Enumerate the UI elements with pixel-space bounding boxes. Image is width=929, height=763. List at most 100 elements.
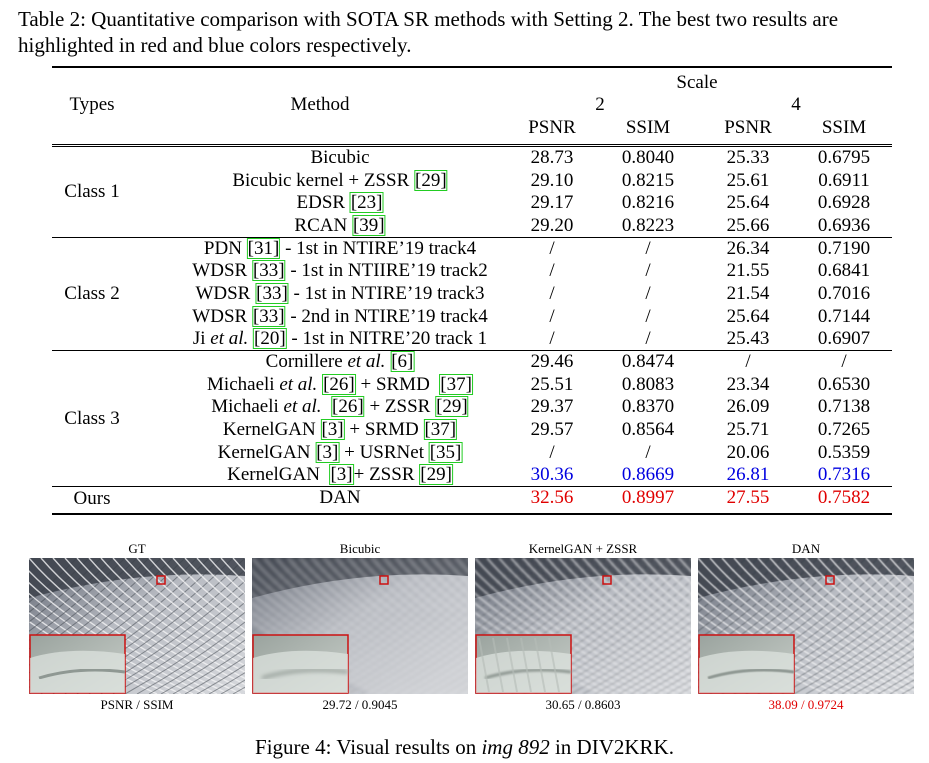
result-image [252,558,468,694]
method-name-text: RCAN [294,214,352,236]
method-name-text: Bicubic kernel + ZSSR [232,169,415,191]
value-cell: 30.36 [530,464,574,486]
header-metric: SSIM [625,117,671,138]
citation-link[interactable]: [3] [329,464,354,486]
header-scale-4: 4 [791,94,801,115]
value-cell: 0.8370 [621,396,675,418]
figure-caption-suffix: in DIV2KRK. [549,735,674,759]
method-cell: KernelGAN [3] + SRMD [37] [223,419,458,441]
citation-link[interactable]: [35] [428,441,463,463]
citation-link[interactable]: [33] [251,305,286,327]
value-cell: 25.51 [530,373,574,395]
citation-link[interactable]: [29] [414,169,448,191]
figure-caption: Figure 4: Visual results on img 892 in D… [0,735,929,759]
value-cell: / [645,260,651,282]
method-cell: Bicubic [310,147,369,169]
result-image-svg [29,558,245,694]
value-cell: 26.09 [726,396,770,418]
value-cell: 0.8997 [621,487,675,509]
panel-title: DAN [791,541,821,556]
citation-link[interactable]: [37] [439,373,473,395]
method-name-text: Michaeli [207,373,280,395]
method-name-italic: et al. [347,351,386,373]
value-cell: 0.7138 [817,396,871,418]
value-cell: 27.55 [726,487,770,509]
citation-link[interactable]: [6] [390,351,415,373]
value-cell: / [549,328,555,350]
value-cell: 25.66 [726,214,770,236]
panel-title: GT [128,541,146,556]
citation-link[interactable]: [29] [435,396,469,418]
method-name-text: Cornillere [265,351,348,373]
header-scale-2: 2 [595,94,605,115]
citation-link[interactable]: [3] [320,419,345,440]
result-image-svg [698,558,914,694]
value-cell: 25.43 [726,328,770,350]
value-cell: 0.6936 [817,214,871,236]
group-separator-rule [52,350,892,352]
method-name-text: WDSR [195,283,256,304]
method-name-text: + ZSSR [353,464,420,486]
citation-link[interactable]: [29] [419,464,453,486]
citation-link[interactable]: [23] [349,192,384,214]
value-cell: / [549,283,555,304]
citation-link[interactable]: [26] [322,373,356,395]
citation-link[interactable]: [20] [253,328,287,350]
value-cell: 0.6795 [817,147,871,168]
group-separator-rule [52,486,892,488]
method-cell: EDSR [23] [297,192,384,214]
method-name-text: - 2nd in NTIRE’19 track4 [285,305,488,327]
panel-metrics: 38.09 / 0.9724 [768,697,844,712]
panel-metrics: 30.65 / 0.8603 [545,697,621,712]
method-name-italic: et al. [283,396,322,418]
group-separator-rule [52,236,892,238]
header-metric: SSIM [821,117,867,138]
method-name-text: + SRMD [355,373,440,395]
value-cell: / [645,328,651,350]
value-cell: 0.7316 [817,464,871,486]
method-name-italic: et al. [210,328,249,350]
citation-link[interactable]: [26] [331,396,365,418]
value-cell: 0.8216 [621,192,675,214]
citation-link[interactable]: [37] [423,419,458,440]
value-cell: / [645,237,651,259]
citation-link[interactable]: [3] [315,441,340,463]
value-cell: 21.55 [726,260,770,282]
result-image-svg [475,558,691,694]
value-cell: 0.7190 [817,237,871,259]
panel-metrics: 29.72 / 0.9045 [322,697,398,712]
group-label: Class 3 [64,408,120,429]
method-name-text: + USRNet [339,441,429,463]
citation-link[interactable]: [39] [351,214,386,236]
method-cell: KernelGAN [3] + USRNet [35] [217,441,463,464]
method-name-text: PDN [203,237,247,259]
value-cell: 0.6907 [817,328,871,350]
value-cell: / [549,305,555,327]
method-name-text: WDSR [192,260,252,282]
value-cell: / [549,237,555,259]
header-types: Types [69,94,115,115]
panel-title: Bicubic [339,541,381,556]
value-cell: 29.20 [530,214,574,236]
value-cell: 0.8083 [621,373,675,395]
group-label: Class 1 [64,181,120,203]
method-name-text: Michaeli [211,396,284,418]
result-image [29,558,245,694]
method-cell: KernelGAN [3]+ ZSSR [29] [227,464,453,486]
group-label: Ours [73,487,111,509]
method-name-text: - 1st in NTIRE’19 track3 [288,283,485,304]
group-label: Class 2 [64,283,120,305]
value-cell: 21.54 [726,283,770,304]
value-cell: 0.8669 [621,464,675,486]
citation-link[interactable]: [33] [255,283,289,304]
value-cell: 29.37 [530,396,574,418]
method-name-text: KernelGAN [217,441,316,463]
citation-link[interactable]: [31] [246,237,281,259]
figure-caption-prefix: Figure 4: Visual results on [255,735,482,759]
value-cell: 0.7582 [817,487,871,509]
value-cell: 0.8223 [621,214,675,236]
value-cell: 0.5359 [817,441,871,463]
value-cell: 0.6928 [817,192,871,214]
citation-link[interactable]: [33] [251,260,286,282]
method-name-text: KernelGAN [227,464,330,486]
